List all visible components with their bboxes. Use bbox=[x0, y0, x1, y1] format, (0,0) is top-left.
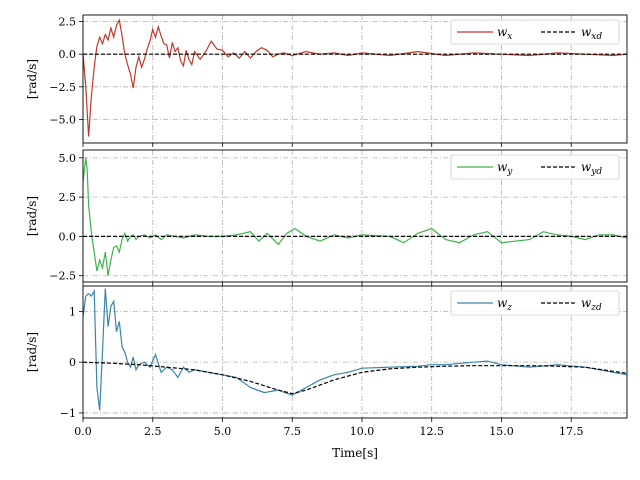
y-tick-label: −5.0 bbox=[49, 113, 76, 126]
y-tick-label: 5.0 bbox=[59, 152, 77, 165]
series-line-w-zd bbox=[83, 361, 627, 395]
y-tick-label: −2.5 bbox=[49, 270, 76, 283]
legend-label-w-z: wz bbox=[497, 296, 512, 313]
series-line-w-x bbox=[83, 18, 627, 137]
series-line-w-y bbox=[83, 157, 627, 276]
legend-box bbox=[450, 290, 620, 316]
y-tick-label: −1 bbox=[60, 407, 76, 420]
x-tick-label: 2.5 bbox=[144, 425, 162, 438]
legend: wy wyd bbox=[450, 154, 620, 180]
legend-box bbox=[450, 154, 620, 180]
x-tick-label: 5.0 bbox=[214, 425, 232, 438]
subplot-2: −2.5 0.0 2.5 5.0 [rad/s] wy wyd bbox=[25, 149, 628, 286]
legend-label-w-yd: wyd bbox=[581, 160, 602, 177]
x-tick-label: 12.5 bbox=[419, 425, 444, 438]
legend: wx wxd bbox=[450, 19, 620, 45]
legend-label-w-xd: wxd bbox=[581, 25, 602, 42]
y-tick-label: 2.5 bbox=[59, 16, 77, 29]
x-tick-label: 17.5 bbox=[559, 425, 584, 438]
y-tick-label: 2.5 bbox=[59, 191, 77, 204]
x-tick-label: 15.0 bbox=[489, 425, 514, 438]
x-tick-label: 10.0 bbox=[350, 425, 375, 438]
legend-label-w-x: wx bbox=[497, 25, 512, 42]
y-tick-label: 0.0 bbox=[59, 230, 77, 243]
y-tick-label: −2.5 bbox=[49, 81, 76, 94]
legend: wz wzd bbox=[450, 290, 620, 316]
y-tick-label: 0.0 bbox=[59, 48, 77, 61]
y-axis-label: [rad/s] bbox=[25, 332, 39, 372]
y-tick-label: 1 bbox=[69, 305, 76, 318]
axes-frame bbox=[82, 285, 628, 419]
axes-frame bbox=[82, 149, 628, 283]
y-axis-label: [rad/s] bbox=[25, 59, 39, 99]
y-tick-label: 0 bbox=[69, 356, 76, 369]
x-axis-label: Time[s] bbox=[332, 446, 378, 460]
series-line-w-z bbox=[83, 288, 627, 411]
x-tick-label: 7.5 bbox=[283, 425, 301, 438]
axes-frame bbox=[82, 14, 628, 144]
subplot-1: −5.0 −2.5 0.0 2.5 [rad/s] wx wxd bbox=[25, 14, 628, 147]
x-tick-label: 0.0 bbox=[74, 425, 92, 438]
legend-label-w-zd: wzd bbox=[581, 296, 602, 313]
y-axis-label: [rad/s] bbox=[25, 196, 39, 236]
legend-label-w-y: wy bbox=[497, 160, 513, 177]
legend-box bbox=[450, 19, 620, 45]
